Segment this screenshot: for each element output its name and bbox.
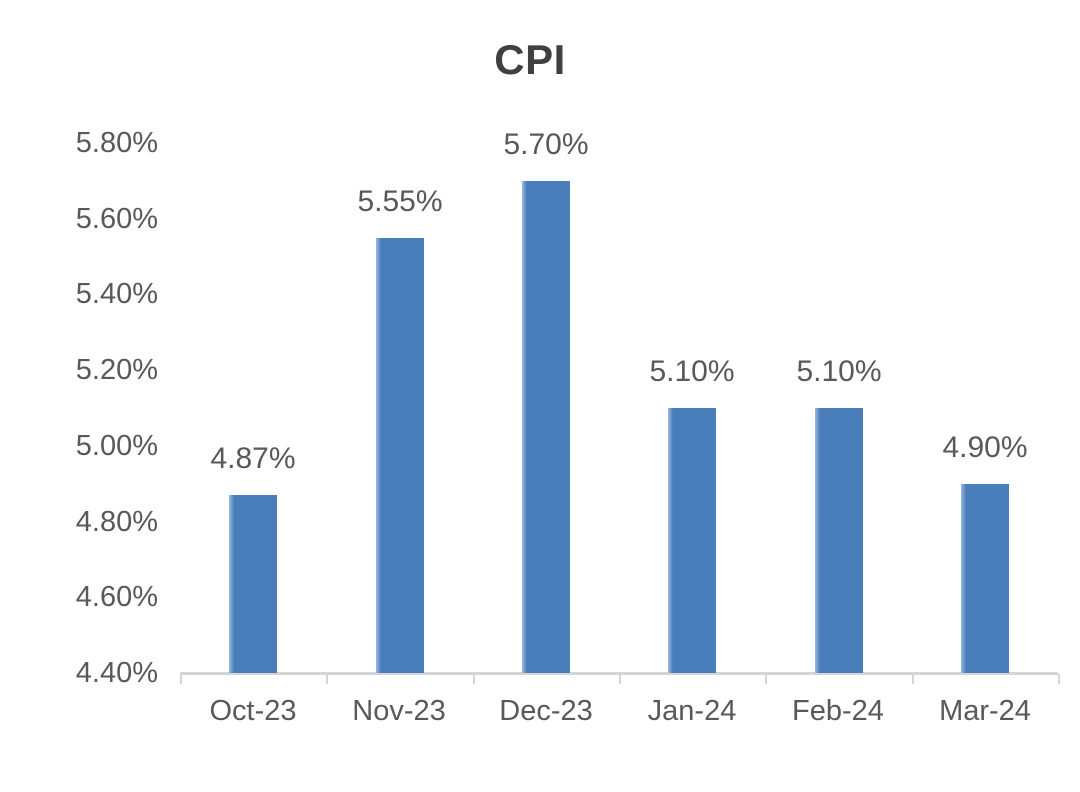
x-axis-category-label: Nov-23: [352, 695, 446, 727]
bar: [376, 238, 424, 673]
x-axis-tick-mark: [619, 674, 621, 684]
y-axis-tick-label: 5.20%: [75, 354, 158, 386]
y-axis-tick-label: 4.60%: [75, 581, 158, 613]
x-axis-line: [180, 672, 1058, 675]
y-axis-tick-label: 5.40%: [75, 278, 158, 310]
y-axis-tick-label: 5.60%: [75, 203, 158, 235]
chart-title: CPI: [494, 36, 566, 83]
bar-data-label: 4.90%: [942, 431, 1028, 464]
x-axis-category-label: Dec-23: [499, 695, 593, 727]
y-axis-tick-label: 5.00%: [75, 430, 158, 462]
x-axis-tick-mark: [180, 674, 182, 684]
y-axis-tick-label: 4.80%: [75, 506, 158, 538]
bar: [522, 181, 570, 673]
x-axis-tick-mark: [765, 674, 767, 684]
x-axis-category-label: Mar-24: [939, 695, 1031, 727]
bar: [815, 408, 863, 673]
bar-data-label: 5.10%: [796, 355, 882, 388]
bar: [229, 495, 277, 673]
x-axis-category-label: Feb-24: [792, 695, 884, 727]
x-axis-tick-mark: [912, 674, 914, 684]
bar: [961, 484, 1009, 673]
y-axis-tick-label: 4.40%: [75, 657, 158, 689]
x-axis-category-label: Jan-24: [647, 695, 737, 727]
bar-data-label: 5.10%: [649, 355, 735, 388]
x-axis-tick-mark: [473, 674, 475, 684]
bar-data-label: 4.87%: [210, 442, 296, 475]
x-axis-tick-mark: [1058, 674, 1060, 684]
y-axis-tick-label: 5.80%: [75, 127, 158, 159]
x-axis-tick-mark: [326, 674, 328, 684]
x-axis-category-label: Oct-23: [209, 695, 297, 727]
bar: [668, 408, 716, 673]
bar-data-label: 5.55%: [357, 185, 443, 218]
bar-data-label: 5.70%: [503, 128, 589, 161]
